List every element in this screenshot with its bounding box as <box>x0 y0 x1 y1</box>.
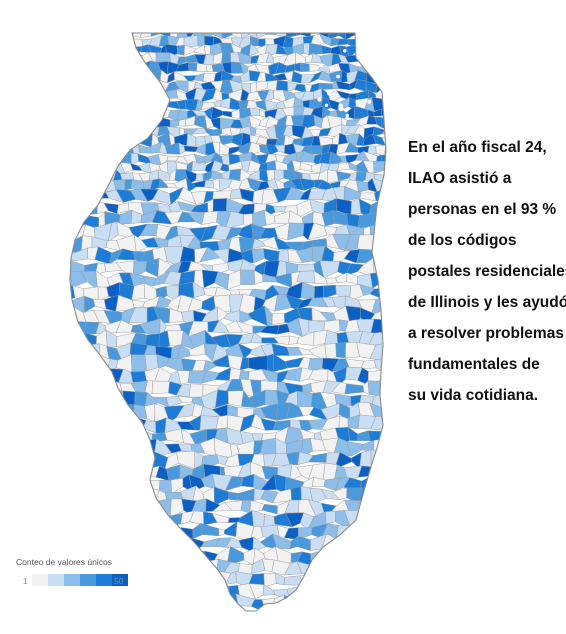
summary-line-1: En el año fiscal 24, <box>408 139 547 156</box>
zip-code-area[interactable] <box>199 415 219 431</box>
zip-code-area[interactable] <box>310 145 323 155</box>
zip-code-area[interactable] <box>384 144 393 157</box>
zip-code-area[interactable] <box>130 354 147 373</box>
legend-max-label: 50 <box>114 576 124 586</box>
zip-code-area[interactable] <box>271 313 285 326</box>
map-legend: Conteo de valores únicos 1 50 <box>16 557 146 591</box>
legend-min-label: 1 <box>23 576 28 586</box>
legend-title: Conteo de valores únicos <box>16 557 112 567</box>
zip-code-area[interactable] <box>227 390 244 407</box>
legend-ramp-cell <box>64 574 80 586</box>
map-highlight-dot <box>327 91 332 96</box>
zip-code-area[interactable] <box>204 44 211 55</box>
map-highlight-dot <box>343 49 347 53</box>
zip-code-area[interactable] <box>303 42 310 56</box>
zip-code-area[interactable] <box>167 330 184 347</box>
map-highlight-dot <box>344 109 348 113</box>
zip-code-area[interactable] <box>130 371 148 383</box>
legend-ramp-cell <box>48 574 64 586</box>
zip-code-area[interactable] <box>267 353 274 373</box>
zip-code-area[interactable] <box>296 270 316 284</box>
summary-line-9: su vida cotidiana. <box>408 387 539 404</box>
zip-code-area[interactable] <box>212 190 232 200</box>
map-highlight-dot <box>338 106 344 112</box>
legend-ramp-cell <box>112 574 128 586</box>
map-highlight-dot <box>345 113 349 118</box>
map-highlight-dot <box>329 66 333 70</box>
zip-code-area[interactable] <box>309 173 320 181</box>
zip-code-area[interactable] <box>188 62 198 72</box>
zip-code-area[interactable] <box>240 269 256 286</box>
summary-line-7: a resolver problemas <box>408 325 564 342</box>
zip-code-area[interactable] <box>300 62 310 72</box>
zip-code-area[interactable] <box>335 342 346 359</box>
summary-text: En el año fiscal 24, ILAO asistió a pers… <box>408 132 566 411</box>
zip-code-area[interactable] <box>176 45 185 56</box>
zip-code-area[interactable] <box>294 62 302 72</box>
zip-code-area[interactable] <box>196 62 208 72</box>
zip-code-area[interactable] <box>178 119 186 127</box>
zip-code-area[interactable] <box>151 380 171 394</box>
map-highlight-dot <box>317 97 322 102</box>
summary-line-4: de los códigos <box>408 232 517 249</box>
legend-ramp-cell <box>80 574 96 586</box>
map-highlight-dot <box>338 103 343 108</box>
legend-ramp-cell <box>96 574 112 586</box>
zip-code-area[interactable] <box>189 383 204 398</box>
summary-line-3: personas en el 93 % <box>408 201 557 218</box>
legend-ramp-cell <box>32 574 48 586</box>
map-highlight-dot <box>319 63 324 67</box>
map-highlight-dot <box>324 103 329 108</box>
summary-line-5: postales residenciales <box>408 263 566 280</box>
zip-code-area[interactable] <box>204 179 214 189</box>
zip-code-area[interactable] <box>249 107 261 117</box>
map-highlight-dot <box>336 74 340 79</box>
map-highlight-dot <box>367 99 372 104</box>
zip-code-area[interactable] <box>325 510 336 525</box>
legend-color-ramp <box>32 574 128 586</box>
summary-line-6: de Illinois y les ayudó <box>408 294 566 311</box>
summary-line-2: ILAO asistió a <box>408 170 512 187</box>
summary-line-8: fundamentales de <box>408 356 540 373</box>
